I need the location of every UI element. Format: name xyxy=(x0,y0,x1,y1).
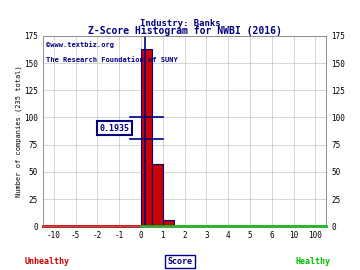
Bar xyxy=(141,49,152,226)
Text: Score: Score xyxy=(167,257,193,266)
Text: 0.1935: 0.1935 xyxy=(100,124,130,133)
Text: Healthy: Healthy xyxy=(296,257,331,266)
Text: ©www.textbiz.org: ©www.textbiz.org xyxy=(46,42,114,48)
Y-axis label: Number of companies (235 total): Number of companies (235 total) xyxy=(15,65,22,197)
Text: The Research Foundation of SUNY: The Research Foundation of SUNY xyxy=(46,57,177,63)
Bar xyxy=(152,164,163,226)
Text: Industry: Banks: Industry: Banks xyxy=(140,19,220,28)
Title: Z-Score Histogram for NWBI (2016): Z-Score Histogram for NWBI (2016) xyxy=(88,26,282,36)
Text: Unhealthy: Unhealthy xyxy=(24,257,69,266)
Bar xyxy=(163,220,174,226)
